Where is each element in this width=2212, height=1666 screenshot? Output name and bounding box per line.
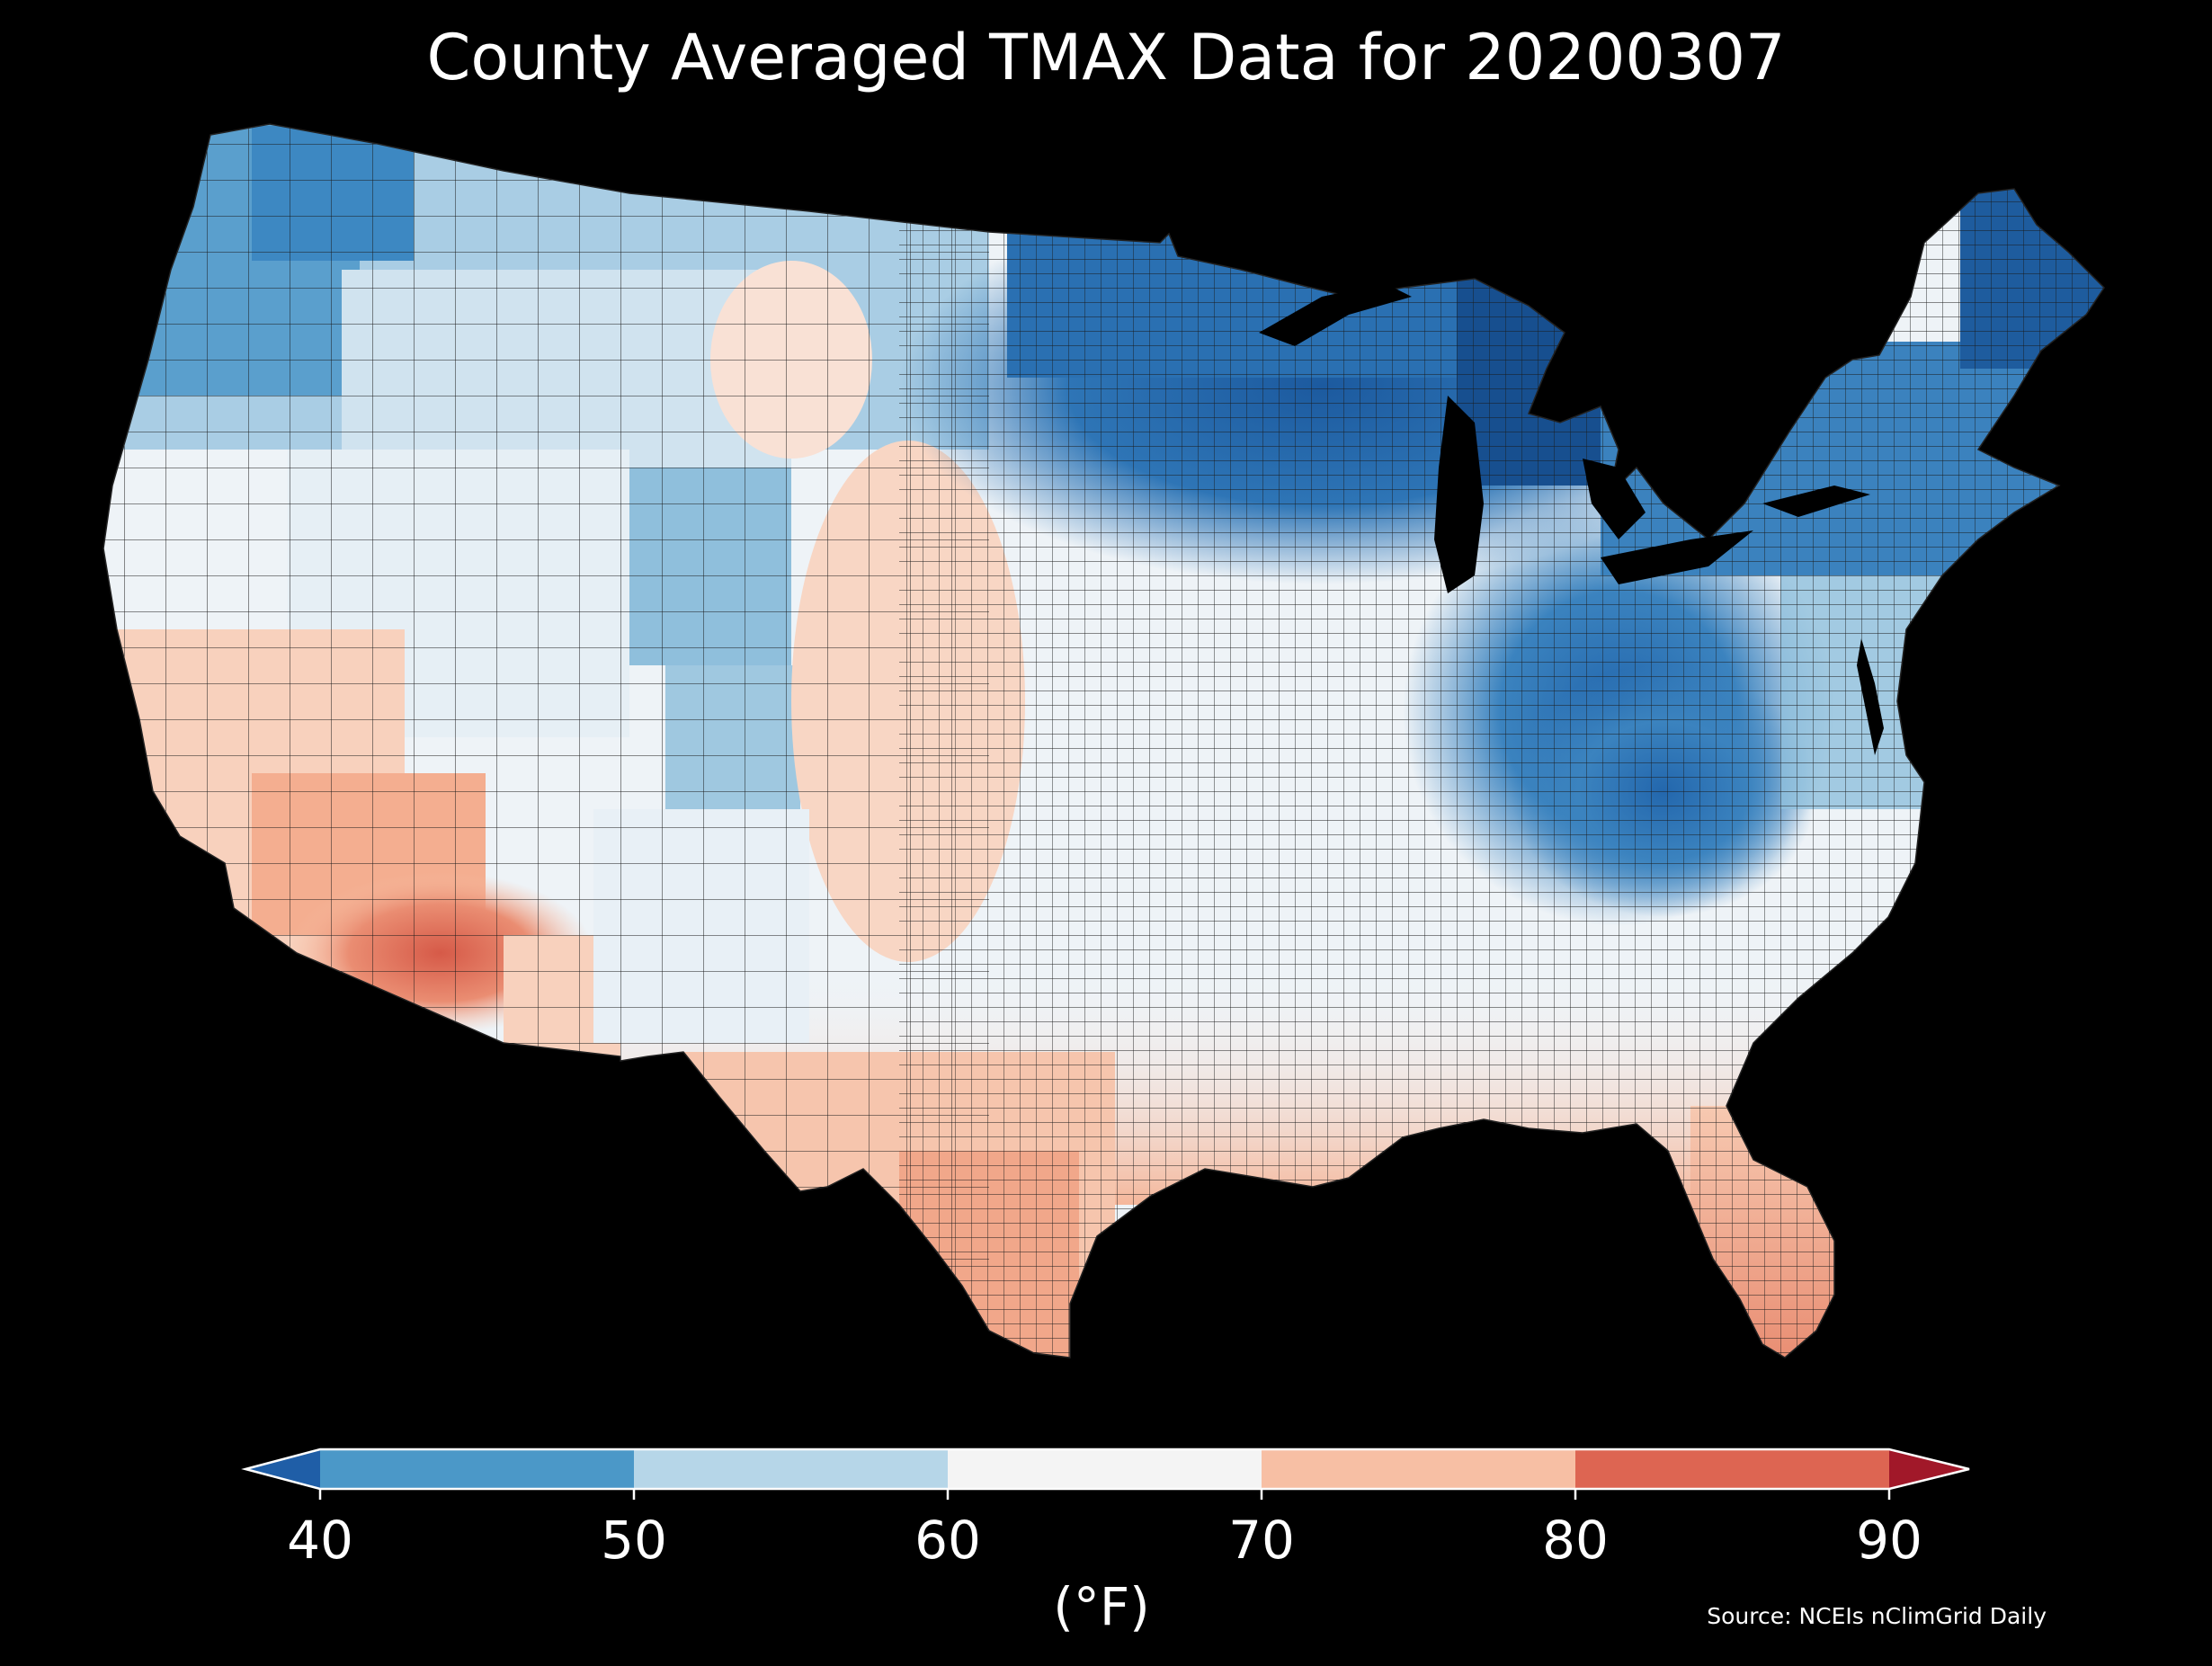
colorbar-tick-label: 70 — [1228, 1510, 1295, 1571]
colorbar-unit-label: (°F) — [0, 1575, 2212, 1638]
colorbar-tick-label: 50 — [601, 1510, 667, 1571]
colorbar-tick-label: 80 — [1542, 1510, 1609, 1571]
chesapeake-bay — [1857, 638, 1884, 755]
colorbar-tick-label: 40 — [287, 1510, 353, 1571]
colorbar-tick-label: 90 — [1856, 1510, 1922, 1571]
colorbar-bin-80-90 — [1575, 1449, 1889, 1489]
colorbar-bin-40-50 — [320, 1449, 634, 1489]
colorbar-unit-text: (°F) — [1053, 1576, 1150, 1637]
colorbar-bin-60-70 — [948, 1449, 1262, 1489]
map-title: County Averaged TMAX Data for 20200307 — [426, 21, 1786, 94]
colorbar-tick-label: 60 — [914, 1510, 981, 1571]
colorbar-under-arrow — [245, 1449, 320, 1489]
colorbar-over-arrow — [1889, 1449, 1969, 1489]
colorbar-bin-70-80 — [1262, 1449, 1575, 1489]
colorbar-bin-50-60 — [634, 1449, 948, 1489]
great-lakes — [1259, 283, 1870, 593]
colorbar-ticks — [318, 1489, 1891, 1500]
source-attribution: Source: NCEIs nClimGrid Daily — [1707, 1603, 2047, 1629]
